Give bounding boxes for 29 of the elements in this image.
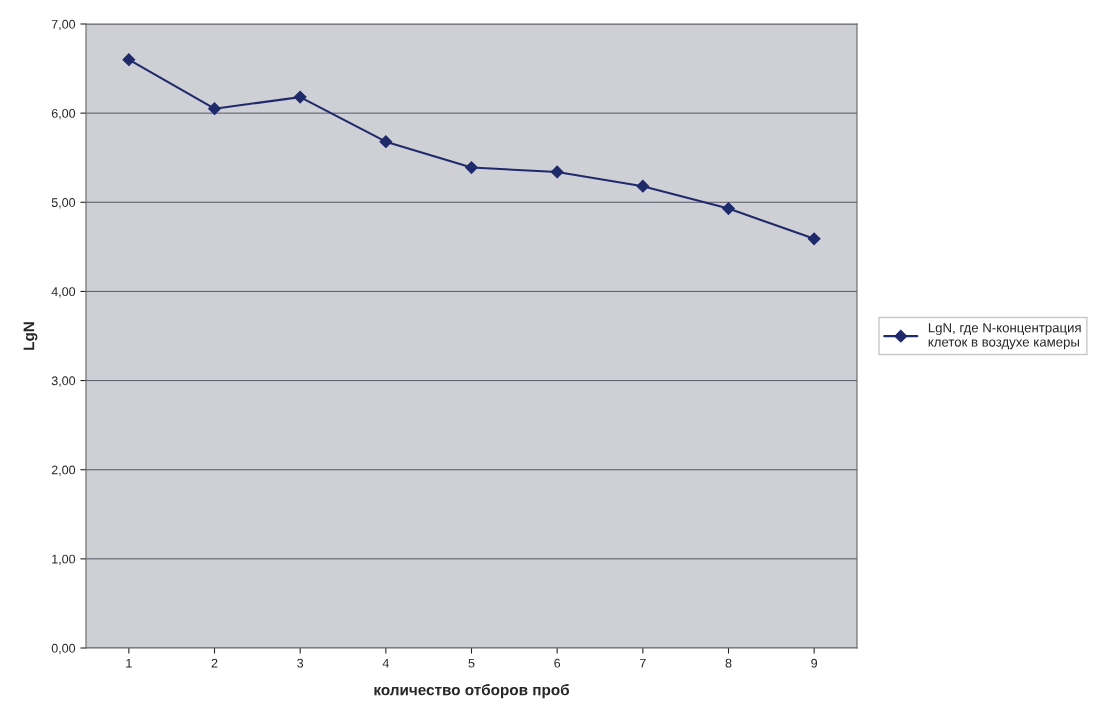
x-tick-label: 5 [468,658,475,668]
point [807,232,821,246]
x-tick-label: 8 [725,658,732,668]
y-tick-label: 2,00 [51,465,76,476]
x-tick-label: 9 [811,658,818,668]
point [465,161,478,174]
point [722,202,735,215]
y-tick-label: 4,00 [51,287,76,298]
point [550,165,564,179]
point [379,135,393,149]
point [636,179,650,193]
x-tick-label: 4 [382,658,389,668]
x-tick-label: 3 [297,658,304,668]
y-tick-label: 3,00 [51,376,76,387]
point [122,53,136,67]
y-tick-label: 0,00 [51,643,76,655]
x-axis-title: количество отборов проб [374,683,570,699]
x-tick-label: 7 [640,658,646,668]
y-tick-label: 5,00 [51,198,76,209]
y-tick-label: 1,00 [52,554,76,565]
legend-label: LgN, где N-концентрация клеток в воздухе камеры [928,323,1081,350]
point [208,102,221,116]
x-tick-label: 1 [126,658,132,668]
y-axis-title: LgN [23,322,38,350]
y-tick-label: 7,00 [51,19,76,31]
x-tick-label: 6 [554,658,561,668]
point [293,90,307,104]
y-tick-label: 6,00 [51,108,76,120]
x-tick-label: 2 [211,658,218,668]
